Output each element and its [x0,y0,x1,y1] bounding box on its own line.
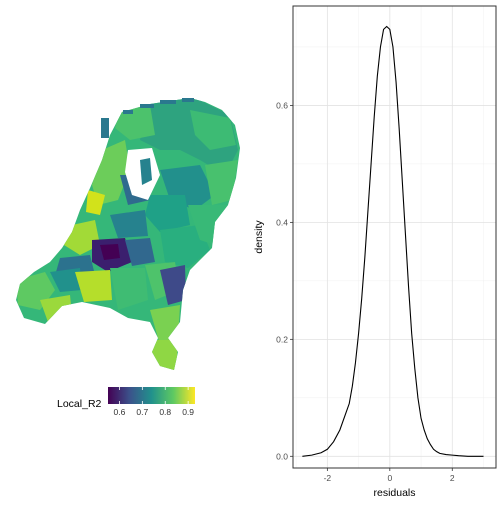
map-region [100,244,120,260]
map-region [125,238,155,266]
map-region [145,195,190,232]
y-axis-ticks: 0.0 0.2 0.4 0.6 [276,100,293,461]
map-regions [16,98,240,370]
legend-tick-label: 0.6 [114,407,126,417]
y-tick-label: 0.0 [276,451,288,461]
x-tick-label: 0 [387,473,392,483]
density-series [302,25,484,457]
x-axis-ticks: -2 0 2 [324,468,455,483]
x-axis-label: residuals [373,487,415,499]
map-region [75,270,112,302]
legend-tick-label: 0.9 [182,407,194,417]
map-region [86,190,105,215]
map-panel: Local_R2 0.6 0.7 0.8 0.9 [0,0,250,504]
map-region [205,160,238,205]
x-tick-label: -2 [324,473,332,483]
density-chart: -2 0 2 0.0 0.2 0.4 0.6 residuals density [253,5,497,499]
density-panel: -2 0 2 0.0 0.2 0.4 0.6 residuals density [250,0,504,504]
map-region [160,225,210,268]
wadden-islands [101,98,194,138]
legend-tick-label: 0.8 [159,407,171,417]
y-tick-label: 0.2 [276,334,288,344]
island [182,98,194,102]
island [101,118,109,138]
y-axis-label: density [253,220,265,254]
density-line [302,25,484,457]
legend-title: Local_R2 [57,398,102,410]
map-region [140,158,152,185]
island [140,104,154,108]
map-region [190,110,236,150]
plot-border [292,5,497,469]
map-region [110,210,148,238]
map-region [50,268,82,292]
choropleth-map: Local_R2 0.6 0.7 0.8 0.9 [16,98,240,417]
map-region [110,268,148,310]
island [160,100,176,104]
legend-tick-label: 0.7 [136,407,148,417]
island [123,110,133,114]
map-region [150,340,178,370]
gridlines [293,6,496,468]
legend-colorbar [108,387,195,404]
map-legend: Local_R2 0.6 0.7 0.8 0.9 [57,387,195,417]
map-region [150,305,180,345]
x-tick-label: 2 [450,473,455,483]
y-tick-label: 0.6 [276,100,288,110]
map-region [160,265,186,305]
y-tick-label: 0.4 [276,217,288,227]
legend-ticks: 0.6 0.7 0.8 0.9 [114,387,194,417]
